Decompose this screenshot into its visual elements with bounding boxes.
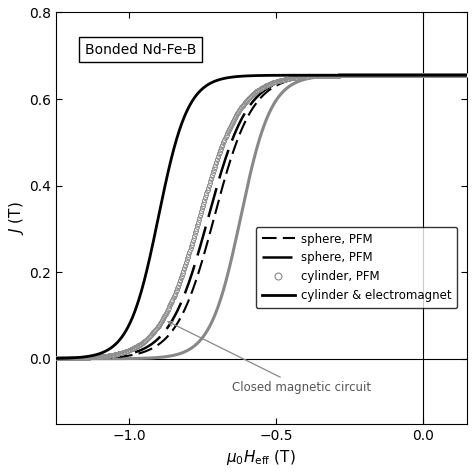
Text: Bonded Nd-Fe-B: Bonded Nd-Fe-B (85, 43, 196, 57)
Y-axis label: $J$ (T): $J$ (T) (7, 201, 26, 235)
X-axis label: $\mu_0 H_\mathrm{eff}$ (T): $\mu_0 H_\mathrm{eff}$ (T) (227, 448, 296, 467)
Legend: sphere, PFM, sphere, PFM, cylinder, PFM, cylinder & electromagnet: sphere, PFM, sphere, PFM, cylinder, PFM,… (255, 227, 457, 308)
Text: Closed magnetic circuit: Closed magnetic circuit (168, 321, 371, 394)
